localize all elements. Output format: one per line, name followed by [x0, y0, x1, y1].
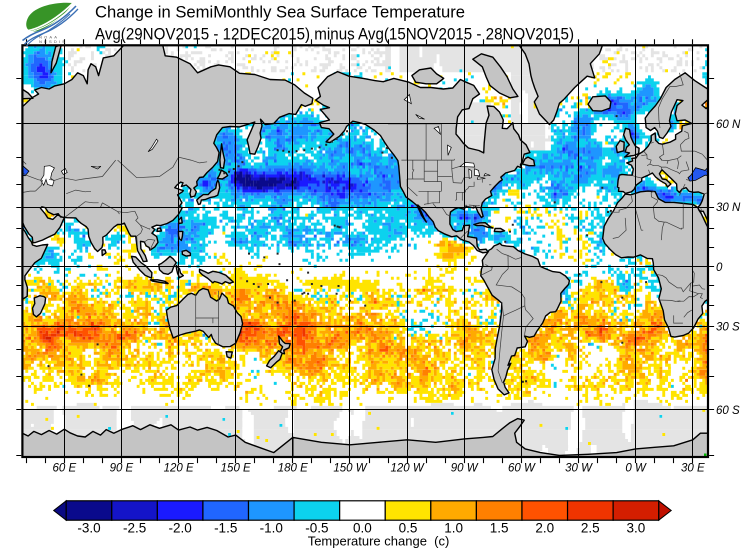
- svg-text:0.0: 0.0: [353, 521, 372, 536]
- svg-text:2.0: 2.0: [535, 521, 554, 536]
- svg-text:60 N: 60 N: [716, 119, 741, 131]
- svg-text:Avg(29NOV2015 - 12DEC2015) min: Avg(29NOV2015 - 12DEC2015) minus Avg(15N…: [95, 26, 574, 44]
- svg-text:120 W: 120 W: [390, 463, 424, 475]
- svg-text:2.5: 2.5: [581, 521, 600, 536]
- svg-text:30 E: 30 E: [681, 463, 705, 475]
- svg-text:30 S: 30 S: [716, 322, 740, 334]
- svg-text:60 S: 60 S: [716, 405, 740, 417]
- svg-text:150 E: 150 E: [221, 463, 251, 475]
- svg-text:Change in SemiMonthly Sea Surf: Change in SemiMonthly Sea Surface Temper…: [95, 4, 465, 22]
- svg-text:1.0: 1.0: [444, 521, 463, 536]
- svg-text:0: 0: [716, 262, 723, 274]
- svg-text:Temperature change (c): Temperature change (c): [308, 534, 450, 549]
- svg-text:90 W: 90 W: [451, 463, 479, 475]
- svg-text:-0.5: -0.5: [305, 521, 328, 536]
- svg-text:-1.5: -1.5: [214, 521, 237, 536]
- svg-text:60 E: 60 E: [52, 463, 76, 475]
- svg-text:30 W: 30 W: [565, 463, 593, 475]
- svg-text:30 N: 30 N: [716, 202, 741, 214]
- svg-text:0 W: 0 W: [625, 463, 647, 475]
- svg-text:-2.0: -2.0: [168, 521, 191, 536]
- svg-text:180 E: 180 E: [278, 463, 308, 475]
- svg-text:1.5: 1.5: [490, 521, 509, 536]
- svg-text:NOAA: NOAA: [39, 35, 59, 40]
- svg-text:NESDIS: NESDIS: [39, 39, 67, 44]
- svg-text:120 E: 120 E: [164, 463, 194, 475]
- svg-text:90 E: 90 E: [110, 463, 134, 475]
- svg-text:60 W: 60 W: [508, 463, 536, 475]
- svg-text:150 W: 150 W: [333, 463, 367, 475]
- svg-text:3.0: 3.0: [627, 521, 646, 536]
- svg-text:-2.5: -2.5: [123, 521, 146, 536]
- svg-text:0.5: 0.5: [399, 521, 418, 536]
- svg-text:-3.0: -3.0: [77, 521, 100, 536]
- svg-text:-1.0: -1.0: [260, 521, 283, 536]
